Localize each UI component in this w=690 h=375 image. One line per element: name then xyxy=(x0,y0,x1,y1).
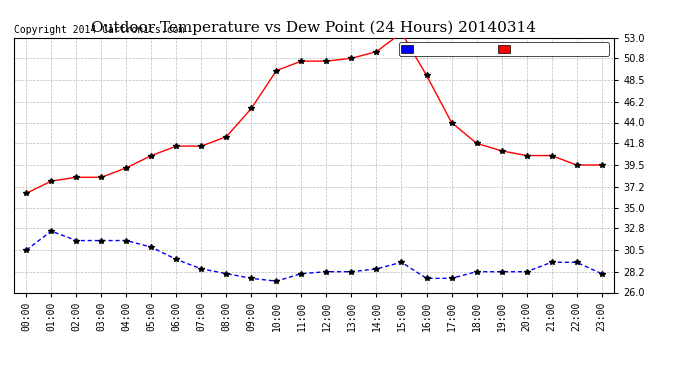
Legend: Dew Point (°F), Temperature (°F): Dew Point (°F), Temperature (°F) xyxy=(400,42,609,56)
Title: Outdoor Temperature vs Dew Point (24 Hours) 20140314: Outdoor Temperature vs Dew Point (24 Hou… xyxy=(92,21,536,35)
Text: Copyright 2014 Cartronics.com: Copyright 2014 Cartronics.com xyxy=(14,25,184,35)
